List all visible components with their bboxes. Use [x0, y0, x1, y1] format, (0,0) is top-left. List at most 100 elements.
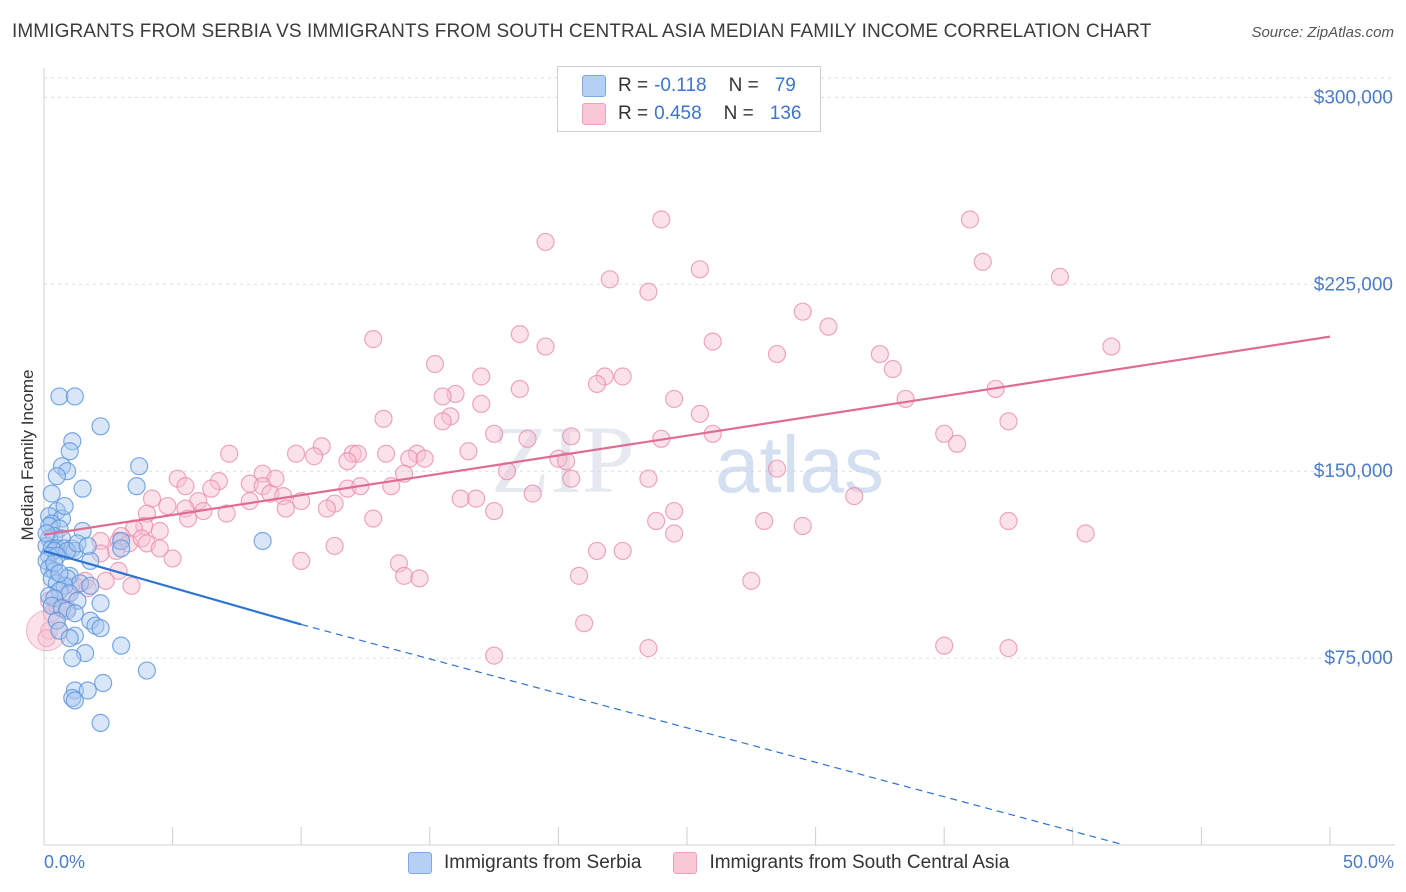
sca-point [485, 501, 504, 521]
sca-point [425, 354, 445, 374]
sca-point [168, 469, 187, 488]
serbia-point [91, 594, 110, 613]
sca-point [220, 444, 239, 463]
sca-point [639, 639, 658, 658]
legend-item-serbia[interactable]: Immigrants from Serbia [408, 852, 641, 874]
series-south-central-asia [26, 210, 1121, 665]
sca-point [665, 501, 684, 521]
serbia-point [65, 604, 84, 623]
serbia-point [65, 387, 84, 406]
sca-point [665, 389, 684, 409]
serbia-point [45, 589, 64, 608]
sca-point [665, 524, 684, 543]
sca-point [376, 444, 396, 463]
legend-r-value-sca: 0.458 [654, 103, 702, 124]
sca-point [595, 367, 614, 386]
sca-point [150, 521, 169, 541]
sca-point [793, 302, 812, 321]
sca-point [935, 636, 954, 655]
serbia-point [94, 673, 113, 693]
sca-point [613, 367, 632, 386]
sca-point [364, 330, 383, 349]
sca-point [819, 317, 838, 336]
sca-point [703, 332, 722, 351]
legend-swatch-sca [582, 103, 606, 125]
series-legend: Immigrants from Serbia Immigrants from S… [408, 852, 1041, 874]
legend-swatch-serbia [408, 852, 432, 874]
sca-point [767, 459, 787, 478]
sca-point [510, 325, 529, 344]
sca-point [1050, 267, 1070, 286]
sca-point [845, 487, 864, 506]
sca-point [338, 452, 357, 471]
serbia-point [112, 531, 131, 551]
sca-point [518, 429, 537, 448]
sca-point [451, 489, 470, 508]
serbia-point [65, 681, 84, 700]
serbia-point [47, 467, 66, 486]
sca-point [150, 539, 169, 558]
serbia-point [127, 477, 146, 496]
serbia-point [137, 661, 156, 680]
correlation-legend: R = -0.118 N = 79 R = 0.458 N = 136 [557, 66, 821, 132]
sca-point [163, 549, 182, 568]
sca-point [433, 387, 452, 406]
sca-point [755, 511, 774, 531]
sca-trend-line [43, 335, 1331, 536]
sca-point [999, 639, 1018, 658]
sca-point [562, 469, 581, 488]
sca-point [1076, 524, 1095, 543]
serbia-point [50, 387, 69, 406]
serbia-point [63, 688, 82, 708]
y-axis-label: Median Family Income [18, 369, 37, 541]
sca-point [973, 252, 992, 271]
sca-point [209, 472, 228, 491]
chart-title: IMMIGRANTS FROM SERBIA VS IMMIGRANTS FRO… [12, 21, 1152, 42]
serbia-point [60, 442, 79, 461]
legend-n-value-sca: 136 [769, 103, 802, 124]
serbia-point [55, 496, 74, 516]
sca-point [999, 412, 1018, 431]
serbia-point [91, 713, 110, 732]
sca-point [485, 424, 504, 443]
sca-point [652, 210, 671, 229]
sca-point [690, 404, 709, 423]
sca-point [410, 569, 429, 588]
legend-item-sca[interactable]: Immigrants from South Central Asia [673, 852, 1009, 874]
sca-point [575, 614, 594, 633]
sca-point [312, 437, 331, 456]
legend-label-sca: Immigrants from South Central Asia [709, 852, 1010, 873]
sca-point [587, 374, 607, 394]
sca-point [394, 566, 414, 585]
sca-point [960, 210, 980, 229]
sca-point [896, 389, 915, 409]
serbia-point [91, 417, 110, 436]
sca-point [122, 576, 141, 595]
sca-point [217, 504, 236, 523]
sca-point [999, 511, 1018, 531]
serbia-point [78, 681, 97, 700]
y-tick-label: $150,000 [1314, 461, 1393, 482]
sca-point [947, 434, 967, 453]
sca-point [374, 409, 393, 428]
serbia-point [58, 541, 77, 561]
serbia-point [81, 576, 100, 595]
x-tick-min: 0.0% [44, 852, 86, 872]
sca-point [562, 427, 581, 446]
sca-point [536, 337, 555, 356]
sca-point [433, 412, 452, 431]
sca-point [253, 477, 272, 496]
sca-point [742, 571, 761, 590]
sca-point [639, 469, 658, 488]
sca-point [935, 424, 954, 443]
sca-point [304, 447, 324, 466]
legend-swatch-serbia [582, 75, 606, 97]
sca-point [870, 344, 890, 364]
serbia-trend-line [43, 549, 302, 626]
sca-point [647, 511, 666, 531]
sca-point [286, 444, 306, 463]
y-tick-labels: $75,000 $150,000 $225,000 $300,000 [1314, 87, 1393, 669]
sca-point [767, 344, 787, 364]
sca-point [510, 379, 529, 399]
serbia-point [60, 629, 79, 648]
